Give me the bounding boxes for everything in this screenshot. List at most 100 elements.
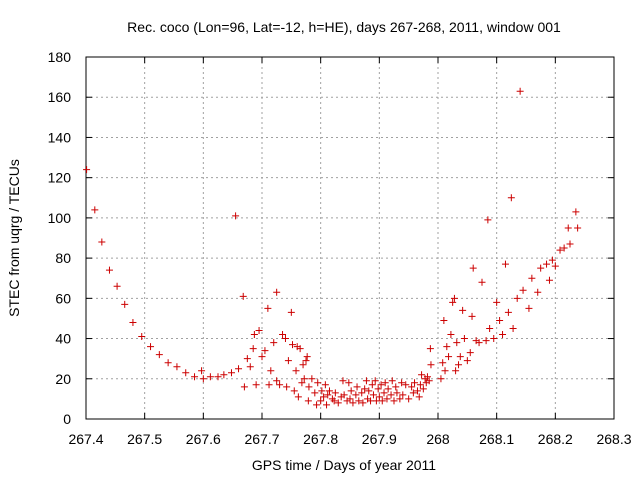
data-point [191, 373, 199, 381]
data-point [331, 389, 339, 397]
chart-title: Rec. coco (Lon=96, Lat=-12, h=HE), days … [127, 19, 561, 35]
data-point [258, 353, 266, 361]
data-point [314, 379, 322, 387]
data-point [121, 300, 129, 308]
data-point [273, 377, 281, 385]
data-point [355, 397, 363, 405]
plot-frame [85, 56, 615, 420]
data-point [398, 379, 406, 387]
data-point [321, 381, 329, 389]
data-point [493, 298, 501, 306]
data-point [399, 391, 407, 399]
data-point [345, 379, 353, 387]
axis-ticks [85, 56, 615, 420]
data-point [361, 385, 369, 393]
data-point [519, 286, 527, 294]
data-point [311, 389, 319, 397]
data-point [484, 216, 492, 224]
data-point [334, 399, 342, 407]
data-point [317, 397, 325, 405]
data-point [349, 399, 357, 407]
data-point [416, 381, 424, 389]
data-point [352, 391, 360, 399]
data-point [294, 393, 302, 401]
data-point [239, 292, 247, 300]
data-point [466, 349, 474, 357]
data-point [287, 308, 295, 316]
data-point [384, 385, 392, 393]
data-point [380, 389, 388, 397]
x-tick-label: 267.4 [68, 431, 103, 447]
data-point [392, 383, 400, 391]
data-point [396, 395, 404, 403]
data-point [305, 383, 313, 391]
data-point [147, 343, 155, 351]
data-point [566, 240, 574, 248]
data-point [330, 397, 338, 405]
data-point [227, 369, 235, 377]
data-point [249, 345, 257, 353]
data-point [423, 373, 431, 381]
data-point [486, 325, 494, 332]
data-point [206, 373, 214, 381]
data-point [300, 375, 308, 383]
data-point [449, 298, 457, 306]
grid-lines [86, 57, 614, 419]
data-point [365, 387, 373, 395]
data-point [525, 304, 533, 312]
data-point [353, 383, 361, 391]
x-tick-label: 268.2 [538, 431, 573, 447]
data-point [383, 395, 391, 403]
data-point [413, 387, 421, 395]
data-point [164, 359, 172, 367]
y-tick-label: 180 [48, 49, 72, 65]
data-point [232, 212, 240, 220]
data-point [246, 363, 254, 371]
data-point [556, 246, 564, 254]
data-point [469, 264, 477, 272]
data-point [371, 377, 379, 385]
tick-labels: 267.4 267.5 267.6 267.7 267.8 267.9 268 268.1 26… [48, 49, 632, 447]
data-point [543, 260, 551, 268]
data-point [91, 206, 99, 214]
y-tick-label: 140 [48, 129, 72, 145]
data-point [456, 353, 464, 361]
data-point [574, 224, 582, 232]
y-tick-label: 80 [55, 250, 71, 266]
y-tick-label: 100 [48, 210, 72, 226]
data-point [427, 361, 435, 369]
data-point [447, 331, 455, 339]
data-point [455, 361, 463, 369]
data-point [460, 335, 468, 343]
x-tick-label: 268.3 [596, 431, 631, 447]
data-point [564, 224, 572, 232]
data-point [198, 367, 206, 375]
data-point [409, 389, 417, 397]
data-point [284, 357, 292, 365]
data-point [255, 327, 263, 335]
data-point [279, 331, 287, 339]
y-tick-label: 40 [55, 331, 71, 347]
data-point [324, 391, 332, 399]
data-point [98, 238, 106, 246]
data-point [507, 194, 515, 202]
data-point [325, 387, 333, 395]
data-point [545, 276, 553, 284]
data-point [551, 262, 559, 270]
data-point [478, 278, 486, 286]
data-point [443, 343, 451, 351]
data-point [496, 316, 504, 324]
data-point [402, 381, 410, 389]
data-point [390, 397, 398, 405]
y-axis-label: STEC from uqrg / TECUs [6, 159, 22, 317]
data-point [214, 373, 222, 381]
data-point [292, 367, 300, 375]
data-point [426, 345, 434, 353]
data-point [516, 87, 524, 95]
data-point [182, 369, 190, 377]
data-point [537, 264, 545, 272]
data-point [415, 393, 423, 401]
data-point [419, 385, 427, 393]
data-point [375, 393, 383, 401]
data-point [155, 351, 163, 359]
